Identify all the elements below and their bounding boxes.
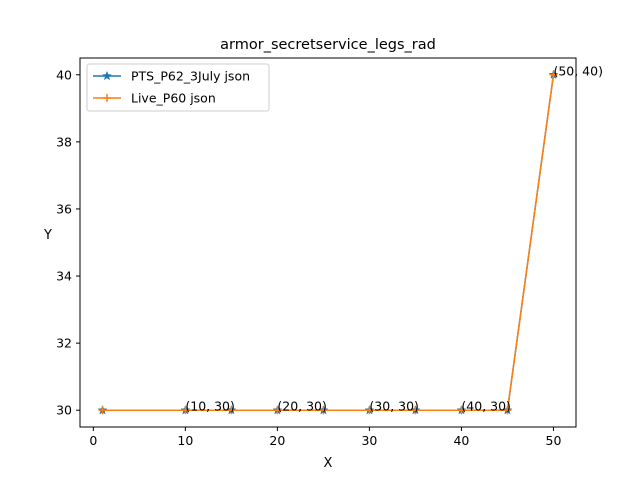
legend-marker xyxy=(103,94,111,102)
y-tick-label: 36 xyxy=(56,201,72,216)
y-tick-label: 30 xyxy=(56,403,72,418)
point-annotation: (10, 30) xyxy=(185,399,235,414)
y-tick-label: 32 xyxy=(56,336,72,351)
data-point xyxy=(549,70,558,79)
series-line xyxy=(102,74,555,411)
x-axis: 0 10 20 30 40 50 xyxy=(89,427,561,448)
point-annotation: (30, 30) xyxy=(369,399,419,414)
plot-frame xyxy=(79,57,577,428)
legend-entry-2: Live_P60 json xyxy=(93,91,216,106)
annotation-layer: (10, 30) (20, 30) (30, 30) (40, 30) (50, 40) xyxy=(185,63,603,413)
legend-label: PTS_P62_3July json xyxy=(131,69,250,84)
data-point xyxy=(319,406,328,415)
y-tick-label: 38 xyxy=(56,134,72,149)
legend: PTS_P62_3July json Live_P60 json xyxy=(86,63,270,112)
x-tick-label: 30 xyxy=(361,433,377,448)
y-tick-label: 34 xyxy=(56,269,72,284)
data-point xyxy=(365,406,374,415)
chart-title: armor_secretservice_legs_rad xyxy=(220,37,436,53)
point-annotation: (50, 40) xyxy=(553,63,603,78)
data-point xyxy=(503,406,512,415)
point-annotation: (40, 30) xyxy=(461,399,511,414)
x-tick-label: 0 xyxy=(89,433,97,448)
x-tick-label: 20 xyxy=(269,433,285,448)
x-tick-label: 50 xyxy=(546,433,562,448)
y-axis-title: Y xyxy=(43,228,52,243)
legend-marker xyxy=(102,70,112,81)
data-point xyxy=(181,406,190,415)
series-layer xyxy=(97,69,559,415)
y-tick-label: 40 xyxy=(56,67,72,82)
x-tick-label: 40 xyxy=(453,433,469,448)
data-point xyxy=(227,406,236,415)
data-point xyxy=(411,406,420,415)
point-annotation: (20, 30) xyxy=(277,399,327,414)
x-axis-title: X xyxy=(324,456,333,471)
legend-label: Live_P60 json xyxy=(131,91,216,106)
series-2 xyxy=(98,70,558,415)
plot-area xyxy=(79,57,577,428)
data-point xyxy=(273,406,282,415)
legend-box xyxy=(86,63,270,112)
data-point xyxy=(98,406,107,415)
legend-entry-1: PTS_P62_3July json xyxy=(93,69,250,84)
x-tick-label: 10 xyxy=(177,433,193,448)
data-point xyxy=(457,406,466,415)
y-axis: 30 32 34 36 38 40 xyxy=(56,67,80,418)
